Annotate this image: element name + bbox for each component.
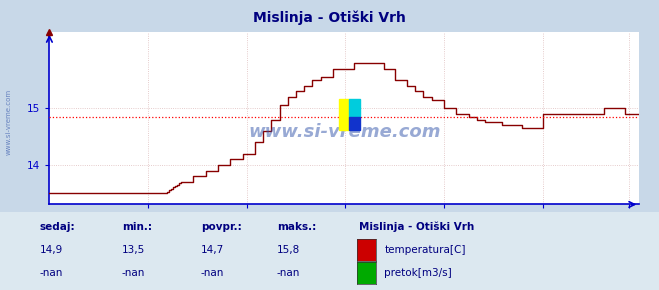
Text: 13,5: 13,5 [122, 245, 145, 255]
Text: sedaj:: sedaj: [40, 222, 75, 232]
Text: www.si-vreme.com: www.si-vreme.com [5, 89, 12, 155]
Text: 14,7: 14,7 [201, 245, 224, 255]
Bar [339, 99, 349, 130]
Text: min.:: min.: [122, 222, 152, 232]
Text: maks.:: maks.: [277, 222, 316, 232]
Text: -nan: -nan [40, 268, 63, 278]
Text: -nan: -nan [201, 268, 224, 278]
Text: 15,8: 15,8 [277, 245, 300, 255]
Text: Mislinja - Otiški Vrh: Mislinja - Otiški Vrh [253, 10, 406, 25]
Text: Mislinja - Otiški Vrh: Mislinja - Otiški Vrh [359, 222, 474, 232]
Text: pretok[m3/s]: pretok[m3/s] [384, 268, 452, 278]
Text: www.si-vreme.com: www.si-vreme.com [248, 123, 441, 141]
Bar [349, 117, 360, 130]
Text: 14,9: 14,9 [40, 245, 63, 255]
Text: povpr.:: povpr.: [201, 222, 242, 232]
Text: temperatura[C]: temperatura[C] [384, 245, 466, 255]
Text: -nan: -nan [277, 268, 300, 278]
Bar [349, 99, 360, 117]
Text: -nan: -nan [122, 268, 145, 278]
